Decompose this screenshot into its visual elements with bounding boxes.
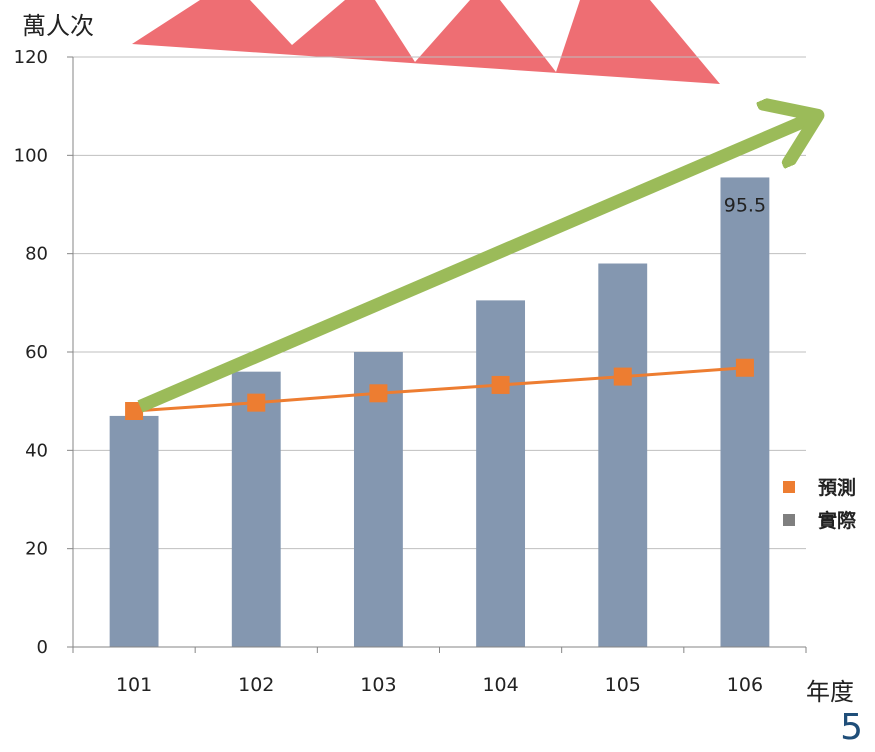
y-tick-label: 80: [25, 244, 48, 265]
x-tick-label: 103: [360, 674, 396, 696]
y-tick-label: 0: [37, 637, 48, 658]
forecast-line: [125, 358, 754, 420]
forecast-point-102: [247, 393, 266, 412]
y-tick-label: 100: [14, 145, 48, 166]
data-label-106: 95.5: [724, 194, 766, 216]
forecast-line-path: [133, 366, 746, 413]
page-number: 5: [840, 707, 863, 748]
x-tick-label: 104: [482, 674, 518, 696]
axes: 0 20 40 60 80 100 120 101 102 103 104 105 106: [14, 47, 807, 696]
legend-swatch: [783, 481, 795, 493]
forecast-point-101: [125, 402, 144, 420]
trend-arrow-shape: [137, 115, 818, 413]
x-tick-label: 106: [727, 674, 763, 696]
bar-104: [476, 300, 526, 647]
y-axis-label: 萬人次: [22, 12, 94, 40]
legend-label-actual: 實際: [818, 509, 857, 532]
forecast-point-105: [613, 367, 632, 386]
bar-101: [109, 415, 159, 647]
legend-swatch: [783, 514, 795, 526]
legend-label-forecast: 預測: [818, 476, 856, 499]
bar-106: [720, 177, 770, 648]
forecast-point-106: [735, 358, 754, 377]
gridlines: [73, 56, 806, 550]
y-tick-label: 20: [25, 539, 48, 560]
legend-item-actual: 實際: [783, 509, 857, 532]
bar-102: [231, 371, 281, 647]
burst-shape: [132, 0, 720, 84]
bar-105: [598, 263, 648, 647]
y-tick-label: 60: [25, 342, 48, 363]
x-tick-label: 105: [605, 674, 641, 696]
forecast-point-103: [369, 384, 388, 403]
y-tick-label: 120: [14, 47, 48, 68]
bars: [109, 177, 770, 648]
forecast-point-104: [491, 375, 510, 394]
x-tick-label: 101: [116, 674, 152, 696]
legend: 預測 實際: [783, 476, 857, 532]
data-labels: 95.5: [724, 194, 766, 216]
y-tick-label: 40: [25, 440, 48, 461]
trend-arrow: [137, 115, 818, 413]
x-axis-label: 年度: [806, 678, 854, 706]
legend-item-forecast: 預測: [783, 476, 856, 499]
x-tick-label: 102: [238, 674, 274, 696]
